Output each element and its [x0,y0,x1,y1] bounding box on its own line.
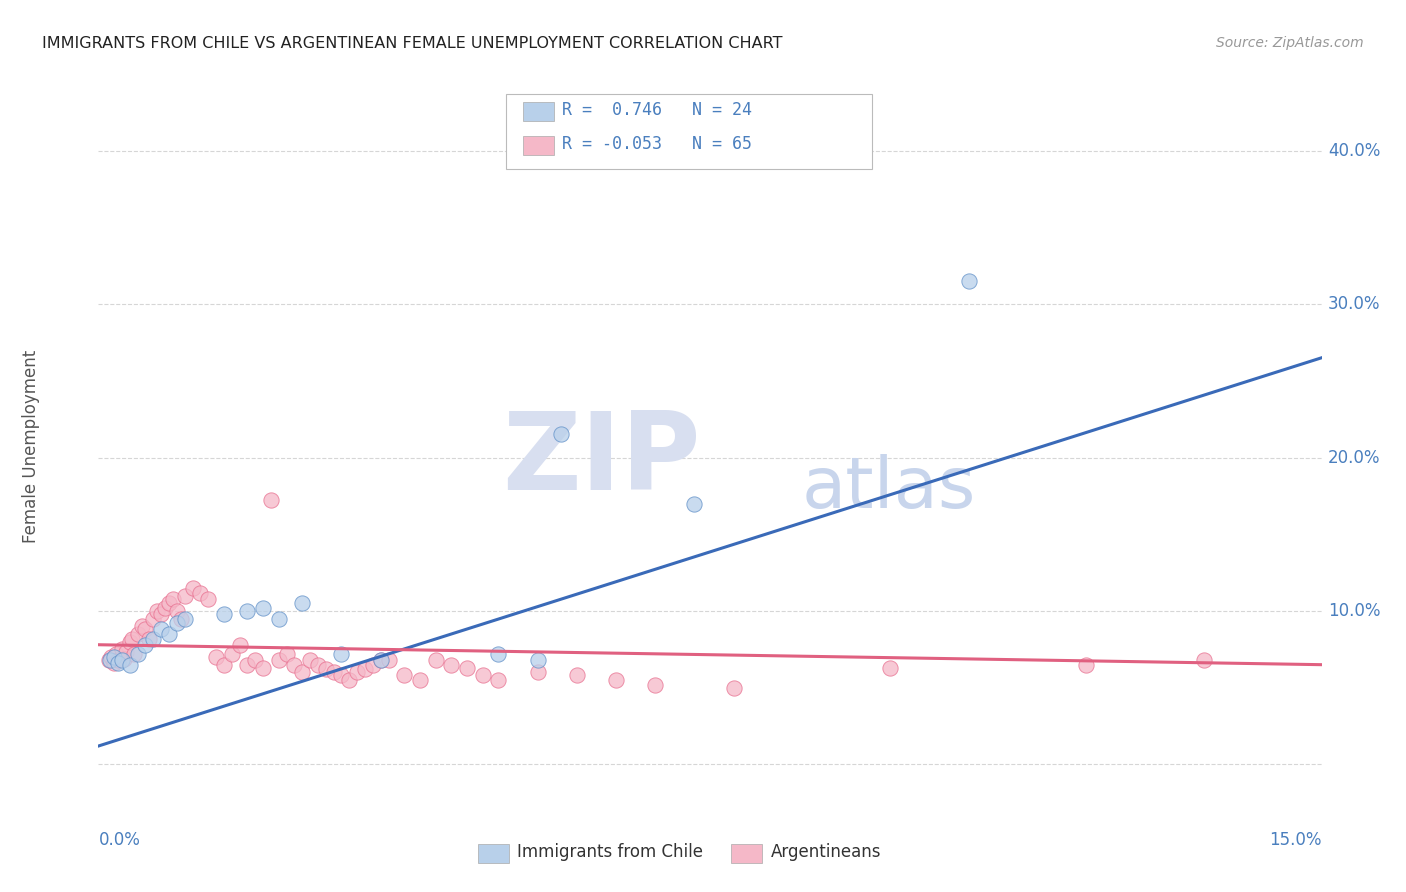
Text: 40.0%: 40.0% [1327,142,1381,160]
Text: R = -0.053   N = 65: R = -0.053 N = 65 [562,135,752,153]
Text: Source: ZipAtlas.com: Source: ZipAtlas.com [1216,36,1364,50]
Text: 0.0%: 0.0% [98,831,141,849]
Text: atlas: atlas [801,454,976,524]
Text: Female Unemployment: Female Unemployment [22,350,41,542]
Text: 20.0%: 20.0% [1327,449,1381,467]
Text: 15.0%: 15.0% [1270,831,1322,849]
Text: Argentineans: Argentineans [770,843,882,861]
Text: ZIP: ZIP [502,408,700,513]
Text: 10.0%: 10.0% [1327,602,1381,620]
Text: Immigrants from Chile: Immigrants from Chile [517,843,703,861]
Text: IMMIGRANTS FROM CHILE VS ARGENTINEAN FEMALE UNEMPLOYMENT CORRELATION CHART: IMMIGRANTS FROM CHILE VS ARGENTINEAN FEM… [42,36,783,51]
Text: 30.0%: 30.0% [1327,295,1381,313]
Text: R =  0.746   N = 24: R = 0.746 N = 24 [562,101,752,119]
